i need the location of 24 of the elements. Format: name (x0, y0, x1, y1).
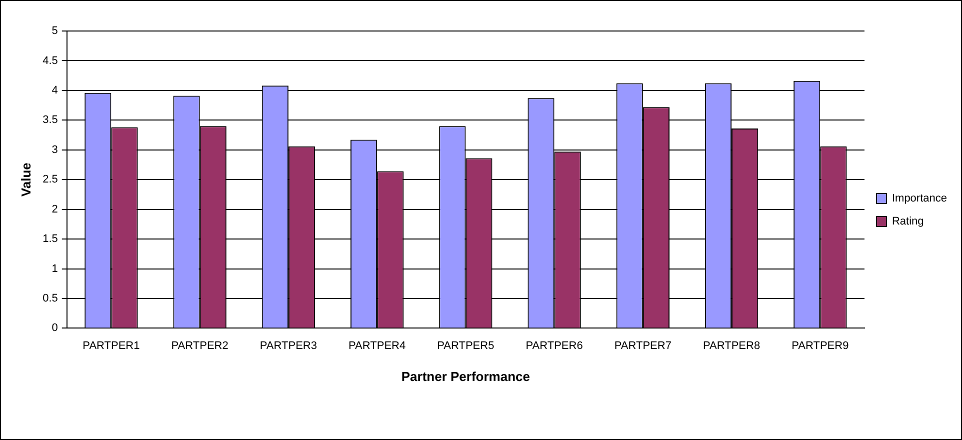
y-tick-label: 4.5 (42, 54, 58, 67)
x-tick-label: PARTPER6 (526, 340, 583, 352)
x-tick-label: PARTPER4 (348, 340, 406, 352)
x-tick-label: PARTPER9 (792, 340, 849, 352)
y-tick-label: 3.5 (42, 114, 58, 126)
y-tick-label: 0 (52, 322, 58, 334)
y-tick-label: 5 (52, 25, 58, 38)
x-tick-label: PARTPER7 (614, 340, 672, 352)
x-axis-title: Partner Performance (401, 368, 530, 384)
legend-label: Rating (892, 216, 924, 228)
legend-label: Importance (892, 192, 948, 205)
y-tick-label: 1.5 (42, 233, 58, 246)
y-tick-label: 0.5 (42, 292, 58, 305)
y-tick-label: 2 (52, 203, 58, 216)
x-tick-label: PARTPER3 (260, 340, 317, 352)
x-tick-label: PARTPER8 (703, 340, 760, 352)
y-tick-label: 1 (52, 262, 58, 275)
y-tick-label: 2.5 (42, 174, 58, 186)
x-tick-label: PARTPER5 (437, 340, 494, 352)
x-tick-label: PARTPER1 (82, 340, 140, 352)
y-tick-label: 4 (52, 84, 58, 96)
y-axis-title: Value (18, 162, 34, 197)
x-tick-label: PARTPER2 (171, 340, 228, 352)
y-tick-label: 3 (52, 144, 58, 156)
